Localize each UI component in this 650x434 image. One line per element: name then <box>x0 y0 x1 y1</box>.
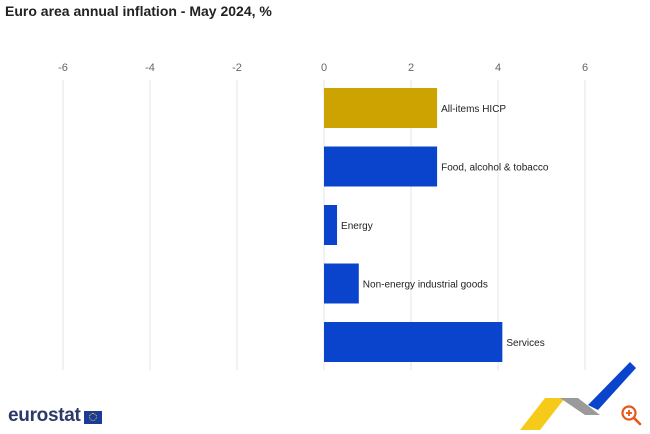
category-label: Food, alcohol & tobacco <box>441 163 549 174</box>
eurostat-logo: eurostat <box>8 405 81 426</box>
bar[interactable] <box>324 88 438 128</box>
x-tick-label: 0 <box>321 62 327 74</box>
category-label: Energy <box>341 221 373 232</box>
chart-title: Euro area annual inflation - May 2024, % <box>5 3 272 19</box>
bar[interactable] <box>324 263 359 304</box>
eu-flag-icon <box>84 411 102 424</box>
x-tick-label: -4 <box>145 62 155 74</box>
category-label: Non-energy industrial goods <box>363 280 488 291</box>
category-label: Services <box>506 338 544 349</box>
bar[interactable] <box>324 205 338 245</box>
bar[interactable] <box>324 146 438 187</box>
zoom-in-icon[interactable] <box>620 404 642 426</box>
x-tick-label: -2 <box>232 62 242 74</box>
x-tick-label: 6 <box>582 62 588 74</box>
x-tick-label: 4 <box>495 62 501 74</box>
decorative-swoosh <box>520 362 636 430</box>
bar[interactable] <box>324 322 503 362</box>
x-tick-label: 2 <box>408 62 414 74</box>
x-tick-label: -6 <box>58 62 68 74</box>
category-label: All-items HICP <box>441 104 506 115</box>
